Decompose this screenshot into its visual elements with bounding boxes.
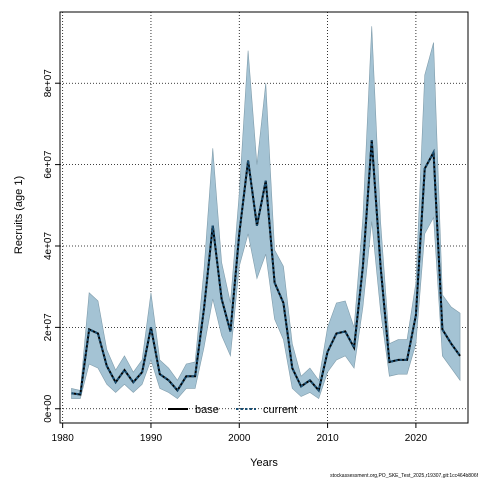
y-axis-title: Recruits (age 1) bbox=[13, 176, 25, 254]
y-tick-label-0: 0e+00 bbox=[43, 394, 54, 423]
legend-label-current: current bbox=[263, 404, 297, 416]
series-line-current bbox=[71, 140, 461, 396]
legend-label-base: base bbox=[195, 404, 219, 416]
x-axis: 1980 1990 2000 2010 2020 bbox=[52, 423, 428, 444]
confidence-band bbox=[71, 26, 461, 400]
legend: base current bbox=[168, 404, 297, 416]
x-axis-title: Years bbox=[250, 457, 278, 469]
footer-source-text: stockassessment.org,PO_SKE_Test_2025,r19… bbox=[330, 473, 478, 479]
y-tick-label-2: 4e+07 bbox=[43, 232, 54, 261]
y-tick-label-3: 6e+07 bbox=[43, 150, 54, 179]
x-tick-label-1: 1990 bbox=[140, 433, 163, 444]
x-tick-label-0: 1980 bbox=[52, 433, 75, 444]
x-tick-label-3: 2010 bbox=[316, 433, 339, 444]
x-tick-label-2: 2000 bbox=[228, 433, 251, 444]
y-tick-label-4: 8e+07 bbox=[43, 69, 54, 98]
x-tick-label-4: 2020 bbox=[405, 433, 428, 444]
plot-frame bbox=[59, 11, 469, 424]
y-tick-label-1: 2e+07 bbox=[43, 313, 54, 342]
y-axis: 0e+00 2e+07 4e+07 6e+07 8e+07 bbox=[43, 69, 60, 423]
